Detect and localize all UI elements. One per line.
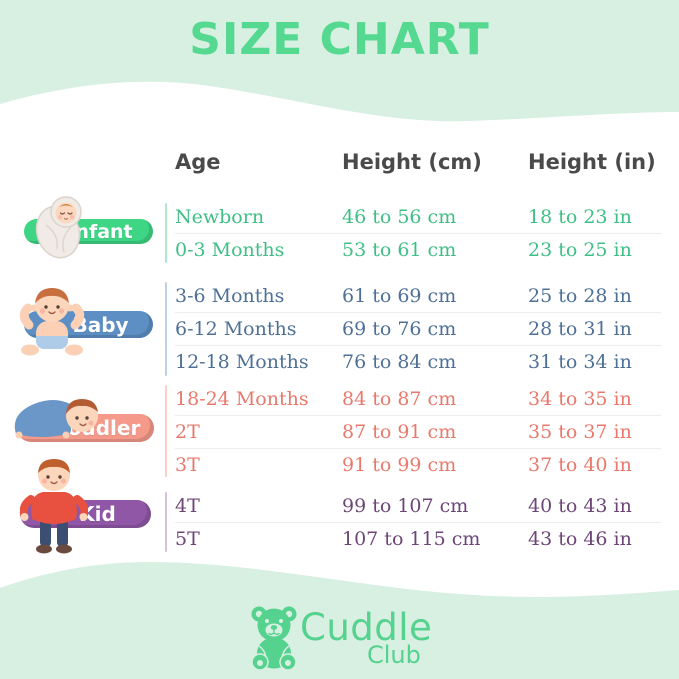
age-cell: 2T — [175, 421, 200, 443]
infant-accent-line — [165, 203, 167, 263]
age-cell: 18-24 Months — [175, 387, 309, 410]
age-cell: 3-6 Months — [175, 284, 285, 307]
kid-accent-line — [165, 492, 167, 552]
brand-suffix: Club — [367, 641, 421, 669]
table-row: 0-3 Months 53 to 61 cm 23 to 25 in — [175, 233, 661, 266]
height-in-cell: 40 to 43 in — [528, 494, 632, 517]
toddler-section-rows: 18-24 Months 84 to 87 cm 34 to 35 in 2T … — [175, 382, 661, 481]
column-header-height-cm: Height (cm) — [342, 150, 482, 174]
age-cell: Newborn — [175, 205, 265, 228]
height-in-cell: 23 to 25 in — [528, 239, 632, 261]
sitting-baby-illustration — [19, 288, 85, 356]
table-row: 3-6 Months 61 to 69 cm 25 to 28 in — [175, 279, 661, 312]
age-cell: 3T — [175, 454, 200, 476]
height-cm-cell: 61 to 69 cm — [342, 284, 457, 307]
height-cm-cell: 91 to 99 cm — [342, 454, 457, 476]
height-in-cell: 43 to 46 in — [528, 528, 632, 550]
brand-name: Cuddle — [300, 606, 433, 649]
age-cell: 0-3 Months — [175, 239, 285, 261]
table-row: Newborn 46 to 56 cm 18 to 23 in — [175, 200, 661, 233]
table-row: 5T 107 to 115 cm 43 to 46 in — [175, 522, 661, 555]
table-row: 2T 87 to 91 cm 35 to 37 in — [175, 415, 661, 448]
baby-section-rows: 3-6 Months 61 to 69 cm 25 to 28 in 6-12 … — [175, 279, 661, 378]
table-row: 6-12 Months 69 to 76 cm 28 to 31 in — [175, 312, 661, 345]
height-cm-cell: 46 to 56 cm — [342, 205, 457, 228]
height-cm-cell: 99 to 107 cm — [342, 494, 469, 517]
height-in-cell: 37 to 40 in — [528, 454, 632, 476]
table-row: 12-18 Months 76 to 84 cm 31 to 34 in — [175, 345, 661, 378]
age-cell: 4T — [175, 494, 200, 517]
toddler-accent-line — [165, 385, 167, 477]
infant-label: Infant — [68, 220, 133, 243]
table-row: 18-24 Months 84 to 87 cm 34 to 35 in — [175, 382, 661, 415]
column-header-height-in: Height (in) — [528, 150, 656, 174]
column-header-age: Age — [175, 150, 221, 174]
baby-accent-line — [165, 282, 167, 376]
height-in-cell: 28 to 31 in — [528, 318, 632, 340]
age-cell: 5T — [175, 528, 200, 550]
age-cell: 6-12 Months — [175, 318, 297, 340]
standing-kid-illustration — [20, 459, 88, 554]
table-row: 3T 91 to 99 cm 37 to 40 in — [175, 448, 661, 481]
infant-section-rows: Newborn 46 to 56 cm 18 to 23 in 0-3 Mont… — [175, 200, 661, 266]
height-cm-cell: 76 to 84 cm — [342, 351, 457, 373]
teddy-bear-icon — [251, 606, 297, 671]
height-in-cell: 25 to 28 in — [528, 284, 632, 307]
height-cm-cell: 107 to 115 cm — [342, 528, 481, 550]
age-cell: 12-18 Months — [175, 351, 309, 373]
page-title: SIZE CHART — [189, 14, 490, 65]
height-cm-cell: 84 to 87 cm — [342, 387, 457, 410]
height-in-cell: 31 to 34 in — [528, 351, 632, 373]
height-cm-cell: 87 to 91 cm — [342, 421, 457, 443]
height-in-cell: 34 to 35 in — [528, 387, 632, 410]
height-cm-cell: 69 to 76 cm — [342, 318, 457, 340]
kid-section-rows: 4T 99 to 107 cm 40 to 43 in 5T 107 to 11… — [175, 489, 661, 555]
crawling-toddler-illustration — [14, 399, 98, 439]
table-row: 4T 99 to 107 cm 40 to 43 in — [175, 489, 661, 522]
height-cm-cell: 53 to 61 cm — [342, 239, 457, 261]
swaddled-infant-illustration — [35, 196, 82, 259]
table-header: Age Height (cm) Height (in) — [175, 150, 660, 174]
height-in-cell: 35 to 37 in — [528, 421, 632, 443]
height-in-cell: 18 to 23 in — [528, 205, 632, 228]
